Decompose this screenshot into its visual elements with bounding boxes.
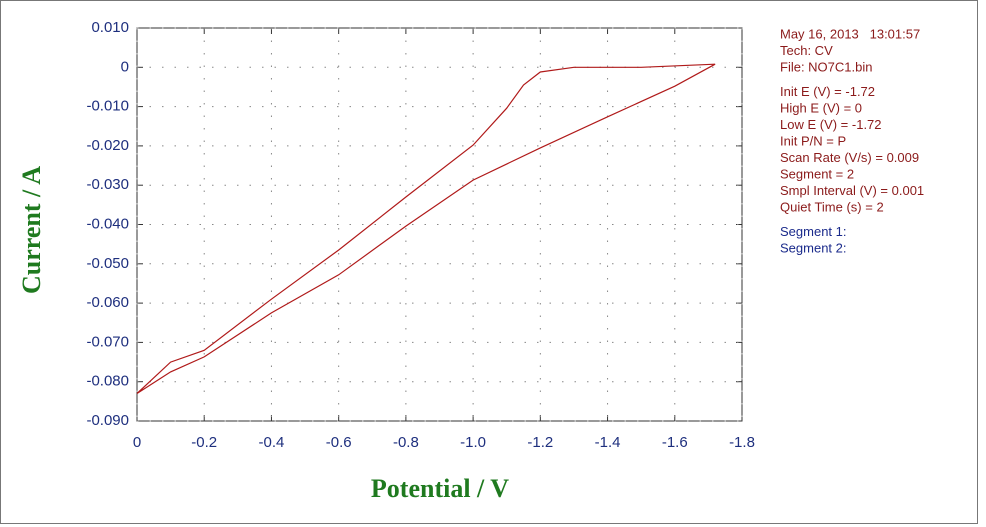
info-line: Smpl Interval (V) = 0.001 (780, 183, 924, 198)
y-tick-label: -0.010 (86, 98, 129, 115)
y-tick-label: -0.070 (86, 333, 129, 350)
x-tick-label: -0.6 (326, 434, 352, 451)
x-tick-label: -0.8 (393, 434, 419, 451)
x-tick-label: -1.0 (460, 434, 486, 451)
y-tick-label: -0.050 (86, 255, 129, 272)
info-line: Init E (V) = -1.72 (780, 84, 875, 99)
x-tick-label: -0.4 (259, 434, 285, 451)
info-line: File: NO7C1.bin (780, 59, 872, 74)
info-line: Segment = 2 (780, 166, 854, 181)
x-tick-label: -1.2 (527, 434, 553, 451)
info-line: Quiet Time (s) = 2 (780, 199, 884, 214)
y-tick-label: -0.060 (86, 294, 129, 311)
x-tick-label: -0.2 (191, 434, 217, 451)
x-tick-label: -1.4 (595, 434, 621, 451)
x-axis-title: Potential / V (371, 474, 509, 503)
y-tick-label: -0.040 (86, 215, 129, 232)
x-tick-label: -1.8 (729, 434, 755, 451)
info-line: High E (V) = 0 (780, 100, 862, 115)
info-line: Segment 1: (780, 224, 847, 239)
info-line: Tech: CV (780, 43, 833, 58)
y-tick-label: -0.030 (86, 176, 129, 193)
data-line (136, 63, 716, 395)
y-tick-label: 0.010 (91, 19, 129, 36)
info-line: Init P/N = P (780, 133, 846, 148)
info-line: Low E (V) = -1.72 (780, 117, 882, 132)
y-tick-label: -0.090 (86, 412, 129, 429)
info-line: Segment 2: (780, 240, 847, 255)
y-tick-label: 0 (121, 58, 129, 75)
info-line: Scan Rate (V/s) = 0.009 (780, 150, 919, 165)
y-tick-label: -0.080 (86, 373, 129, 390)
y-tick-label: -0.020 (86, 137, 129, 154)
y-axis-title: Current / A (17, 166, 46, 294)
info-line: May 16, 2013 13:01:57 (780, 26, 920, 41)
x-tick-label: -1.6 (662, 434, 688, 451)
x-tick-label: 0 (133, 434, 141, 451)
